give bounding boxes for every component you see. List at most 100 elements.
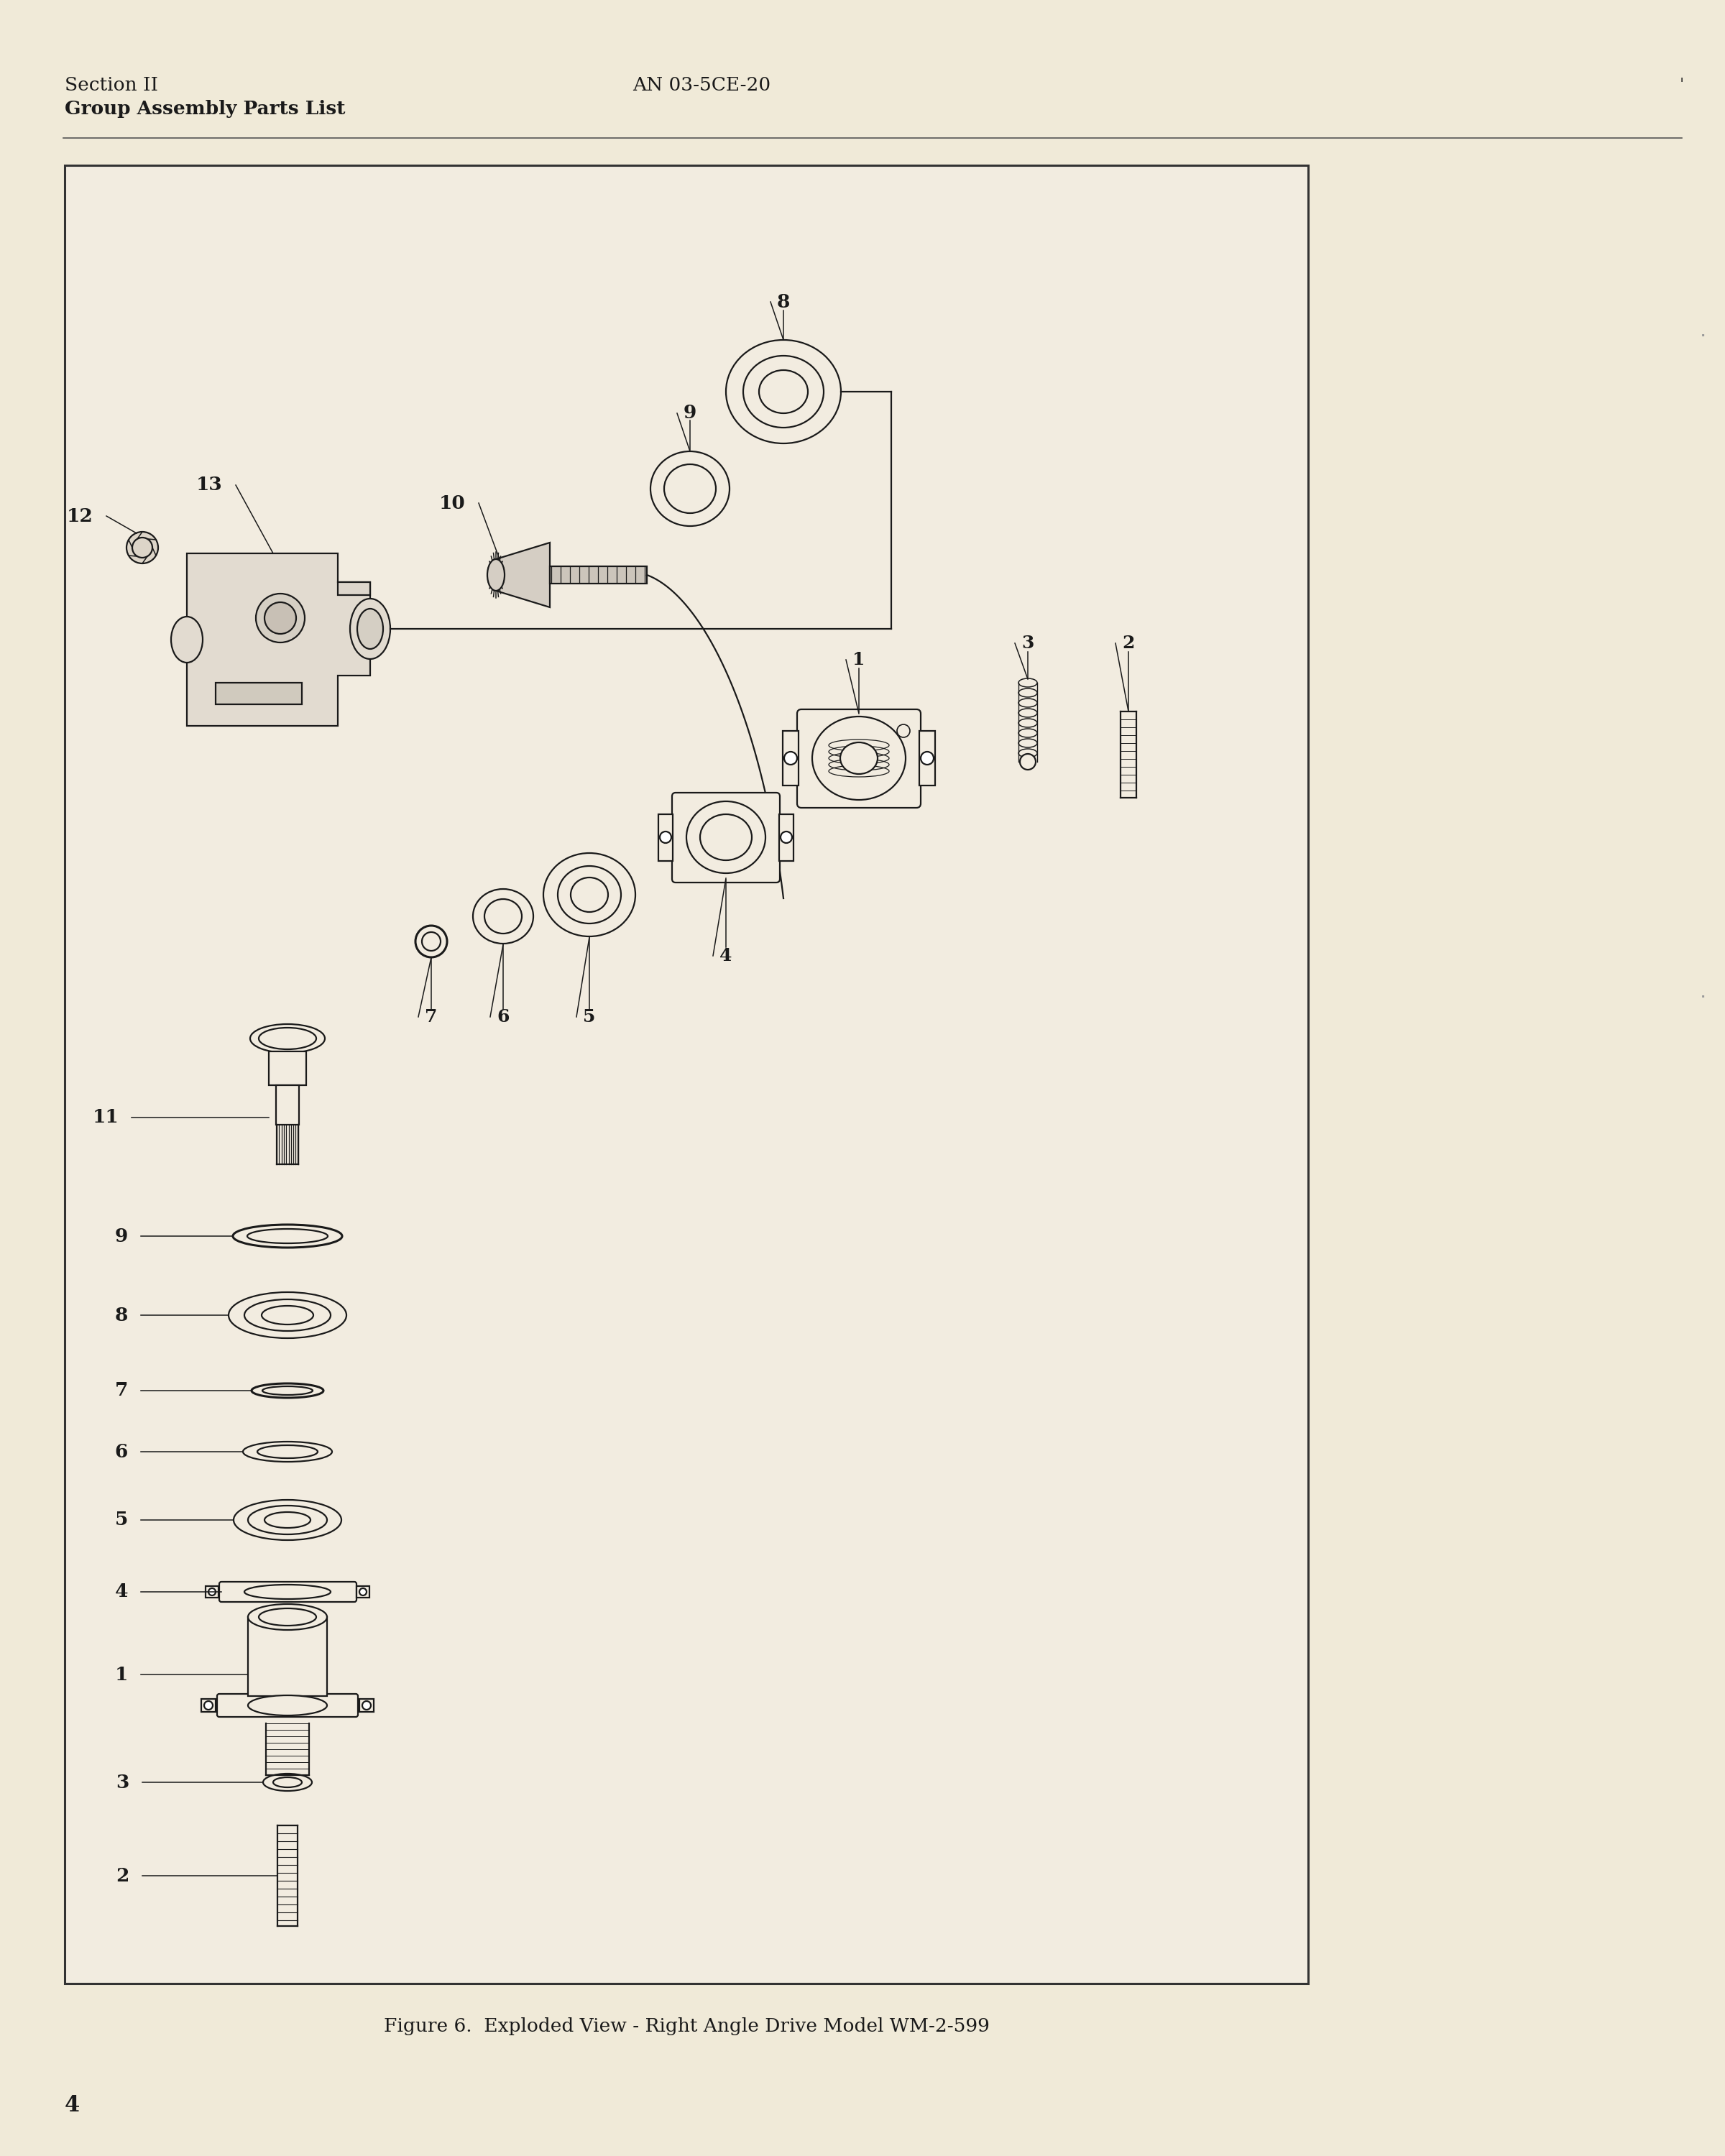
Ellipse shape <box>252 1384 324 1397</box>
Text: 5: 5 <box>583 1009 595 1026</box>
Ellipse shape <box>473 888 533 944</box>
Polygon shape <box>497 543 550 608</box>
Text: 11: 11 <box>91 1108 119 1125</box>
Ellipse shape <box>262 1386 312 1395</box>
Text: Section II: Section II <box>66 75 159 93</box>
Polygon shape <box>186 554 371 727</box>
Text: 2: 2 <box>116 1867 129 1884</box>
Text: 4: 4 <box>114 1583 128 1600</box>
Ellipse shape <box>557 867 621 923</box>
Ellipse shape <box>416 925 447 957</box>
Bar <box>202 1699 216 1712</box>
Bar <box>216 683 302 705</box>
Text: 12: 12 <box>67 507 93 526</box>
Ellipse shape <box>571 877 609 912</box>
Text: 4: 4 <box>719 946 731 964</box>
Ellipse shape <box>264 1511 310 1529</box>
Bar <box>248 1617 328 1697</box>
Ellipse shape <box>362 1701 371 1710</box>
Text: ˙: ˙ <box>1697 334 1709 356</box>
Ellipse shape <box>250 1024 324 1052</box>
Ellipse shape <box>488 558 505 591</box>
FancyBboxPatch shape <box>797 709 921 808</box>
Text: ˈ: ˈ <box>1680 78 1684 93</box>
Bar <box>919 731 935 785</box>
Text: 3: 3 <box>116 1772 129 1792</box>
Bar <box>659 815 673 860</box>
Ellipse shape <box>259 1028 316 1050</box>
Bar <box>276 1084 298 1125</box>
Text: 2: 2 <box>1123 634 1135 651</box>
Text: 7: 7 <box>424 1009 438 1026</box>
Ellipse shape <box>126 533 159 563</box>
Bar <box>550 567 647 584</box>
Bar <box>783 731 799 785</box>
Ellipse shape <box>243 1442 331 1462</box>
Text: ˙: ˙ <box>1697 996 1709 1018</box>
Ellipse shape <box>262 1774 312 1792</box>
Text: Group Assembly Parts List: Group Assembly Parts List <box>66 99 345 119</box>
Ellipse shape <box>248 1695 328 1716</box>
Ellipse shape <box>273 1777 302 1787</box>
Text: 9: 9 <box>116 1227 128 1246</box>
Ellipse shape <box>726 341 842 444</box>
Text: 7: 7 <box>116 1382 128 1399</box>
Ellipse shape <box>485 899 523 934</box>
Bar <box>338 582 371 595</box>
Text: 10: 10 <box>440 494 466 513</box>
Text: AN 03-5CE-20: AN 03-5CE-20 <box>633 75 771 93</box>
Ellipse shape <box>700 815 752 860</box>
Ellipse shape <box>245 1585 331 1600</box>
Ellipse shape <box>759 371 807 414</box>
Ellipse shape <box>262 1307 314 1324</box>
Bar <box>359 1699 374 1712</box>
FancyBboxPatch shape <box>673 793 780 882</box>
Bar <box>780 815 794 860</box>
Ellipse shape <box>248 1505 328 1535</box>
FancyBboxPatch shape <box>217 1695 359 1716</box>
Ellipse shape <box>664 464 716 513</box>
Bar <box>357 1587 369 1598</box>
Ellipse shape <box>264 602 297 634</box>
Text: 5: 5 <box>116 1511 128 1529</box>
Ellipse shape <box>350 599 390 660</box>
Ellipse shape <box>659 832 671 843</box>
Bar <box>66 166 1308 1984</box>
Ellipse shape <box>233 1225 342 1248</box>
Ellipse shape <box>255 593 305 642</box>
Ellipse shape <box>209 1589 216 1595</box>
Text: 4: 4 <box>66 2096 79 2117</box>
Ellipse shape <box>259 1608 316 1626</box>
Text: 1: 1 <box>116 1664 128 1684</box>
Ellipse shape <box>204 1701 212 1710</box>
Ellipse shape <box>357 608 383 649</box>
Text: 1: 1 <box>852 651 866 668</box>
Ellipse shape <box>840 742 878 774</box>
Ellipse shape <box>228 1291 347 1339</box>
Ellipse shape <box>359 1589 367 1595</box>
Ellipse shape <box>650 451 730 526</box>
Ellipse shape <box>1019 755 1035 770</box>
Ellipse shape <box>248 1604 328 1630</box>
Ellipse shape <box>812 716 906 800</box>
Text: 9: 9 <box>683 405 697 423</box>
Ellipse shape <box>257 1445 317 1457</box>
Ellipse shape <box>543 854 635 936</box>
Ellipse shape <box>245 1300 331 1330</box>
Ellipse shape <box>743 356 825 427</box>
Ellipse shape <box>233 1501 342 1539</box>
FancyBboxPatch shape <box>219 1583 357 1602</box>
Ellipse shape <box>247 1229 328 1244</box>
Text: 13: 13 <box>197 476 223 494</box>
Text: 6: 6 <box>116 1442 128 1462</box>
Ellipse shape <box>687 802 766 873</box>
Text: 6: 6 <box>497 1009 509 1026</box>
Text: 8: 8 <box>776 293 790 310</box>
Text: 8: 8 <box>116 1307 128 1324</box>
Bar <box>269 1052 307 1084</box>
Ellipse shape <box>423 931 440 951</box>
Ellipse shape <box>780 832 792 843</box>
Bar <box>205 1587 219 1598</box>
Text: Figure 6.  Exploded View - Right Angle Drive Model WM-2-599: Figure 6. Exploded View - Right Angle Dr… <box>383 2018 990 2035</box>
Ellipse shape <box>921 752 933 765</box>
